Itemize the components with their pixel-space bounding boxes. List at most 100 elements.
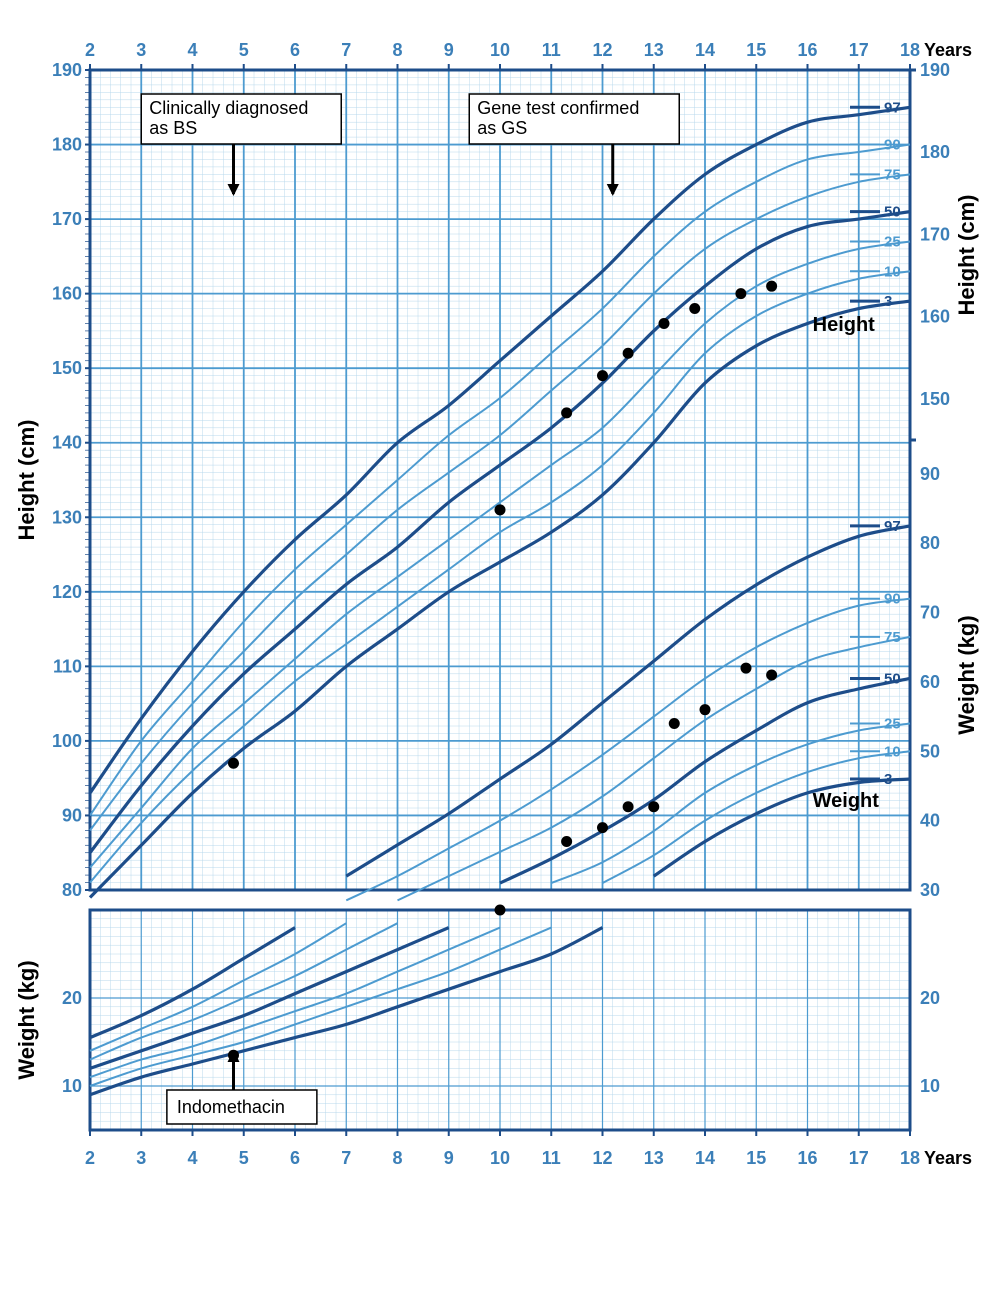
x-tick-bottom: 7	[341, 1148, 351, 1168]
gs-confirmed-text1: Gene test confirmed	[477, 98, 639, 118]
weight-tick-right: 90	[920, 464, 940, 484]
gs-confirmed-text2: as GS	[477, 118, 527, 138]
height-p25-label: 25	[884, 233, 901, 250]
height-data-point	[228, 758, 239, 769]
height-tick-right: 180	[920, 142, 950, 162]
weight-tick-right-lower: 10	[920, 1076, 940, 1096]
height-tick-left: 180	[52, 135, 82, 155]
weight-inline-label: Weight	[813, 790, 880, 812]
chart-svg: 3310102525505075759090979723456789101112…	[10, 10, 990, 1304]
weight-data-point	[597, 822, 608, 833]
weight-tick-right: 30	[920, 880, 940, 900]
x-tick-top: 5	[239, 40, 249, 60]
x-tick-bottom: 10	[490, 1148, 510, 1168]
x-tick-top: 14	[695, 40, 715, 60]
x-tick-top: 4	[187, 40, 197, 60]
height-data-point	[561, 407, 572, 418]
x-tick-top: 16	[797, 40, 817, 60]
axes: 23456789101112131415161718Years234567891…	[14, 40, 979, 1168]
weight-data-point	[648, 801, 659, 812]
x-tick-top: 12	[592, 40, 612, 60]
weight-tick-right: 80	[920, 533, 940, 553]
weight-tick-right: 40	[920, 811, 940, 831]
weight-data-point	[623, 801, 634, 812]
x-tick-bottom: 15	[746, 1148, 766, 1168]
height-data-point	[735, 288, 746, 299]
x-units-top: Years	[924, 40, 972, 60]
x-tick-bottom: 12	[592, 1148, 612, 1168]
x-tick-top: 3	[136, 40, 146, 60]
weight-tick-right: 60	[920, 672, 940, 692]
x-tick-bottom: 18	[900, 1148, 920, 1168]
height-p75-label: 75	[884, 166, 901, 183]
height-p10-label: 10	[884, 263, 901, 280]
growth-chart: 3310102525505075759090979723456789101112…	[10, 10, 990, 1304]
x-tick-bottom: 16	[797, 1148, 817, 1168]
height-tick-left: 160	[52, 284, 82, 304]
x-tick-bottom: 4	[187, 1148, 197, 1168]
x-tick-bottom: 8	[392, 1148, 402, 1168]
x-tick-top: 18	[900, 40, 920, 60]
height-tick-left: 120	[52, 582, 82, 602]
height-tick-left: 100	[52, 731, 82, 751]
x-tick-top: 7	[341, 40, 351, 60]
weight-p90-label: 90	[884, 591, 901, 608]
weight-tick-right: 50	[920, 741, 940, 761]
height-tick-right: 160	[920, 307, 950, 327]
height-p3-label: 3	[884, 293, 892, 310]
height-inline-label: Height	[813, 314, 876, 336]
height-tick-left: 130	[52, 507, 82, 527]
weight-tick-left: 10	[62, 1076, 82, 1096]
x-tick-top: 6	[290, 40, 300, 60]
x-tick-bottom: 11	[542, 1148, 561, 1168]
x-tick-bottom: 9	[444, 1148, 454, 1168]
indomethacin-text: Indomethacin	[177, 1097, 285, 1117]
height-p90-label: 90	[884, 137, 901, 154]
height-tick-right: 170	[920, 224, 950, 244]
height-tick-left: 190	[52, 60, 82, 80]
weight-p25-label: 25	[884, 716, 901, 733]
weight-tick-right-lower: 20	[920, 988, 940, 1008]
x-tick-top: 10	[490, 40, 510, 60]
weight-data-point	[766, 670, 777, 681]
height-data-point	[689, 303, 700, 314]
x-tick-top: 2	[85, 40, 95, 60]
x-tick-top: 13	[644, 40, 664, 60]
bs-diagnosis-text1: Clinically diagnosed	[149, 98, 308, 118]
height-tick-left: 90	[62, 805, 82, 825]
height-tick-left: 110	[53, 656, 82, 676]
height-data-point	[659, 318, 670, 329]
x-tick-top: 15	[746, 40, 766, 60]
height-tick-left: 80	[62, 880, 82, 900]
weight-tick-right: 70	[920, 603, 940, 623]
height-tick-left: 170	[52, 209, 82, 229]
x-tick-bottom: 5	[239, 1148, 249, 1168]
height-tick-left: 140	[52, 433, 82, 453]
height-axis-label-left: Height (cm)	[14, 420, 39, 541]
weight-p75-label: 75	[884, 629, 901, 646]
weight-axis-label-left: Weight (kg)	[14, 960, 39, 1079]
weight-p3-label: 3	[884, 771, 892, 788]
x-tick-top: 11	[542, 40, 561, 60]
weight-data-point	[561, 836, 572, 847]
x-tick-bottom: 3	[136, 1148, 146, 1168]
weight-data-point	[495, 905, 506, 916]
height-tick-right: 190	[920, 60, 950, 80]
height-data-point	[495, 504, 506, 515]
bs-diagnosis-text2: as BS	[149, 118, 197, 138]
x-units-bottom: Years	[924, 1148, 972, 1168]
height-data-point	[623, 348, 634, 359]
x-tick-bottom: 17	[849, 1148, 869, 1168]
weight-data-point	[669, 718, 680, 729]
annotations: Clinically diagnosedas BS Gene test confi…	[141, 94, 679, 1124]
height-data-point	[766, 281, 777, 292]
x-tick-top: 9	[444, 40, 454, 60]
height-axis-label-right: Height (cm)	[954, 195, 979, 316]
x-tick-top: 8	[392, 40, 402, 60]
height-p50-label: 50	[884, 204, 901, 221]
weight-tick-left: 20	[62, 988, 82, 1008]
height-tick-left: 150	[52, 358, 82, 378]
weight-p10-label: 10	[884, 743, 901, 760]
weight-data-point	[741, 663, 752, 674]
x-tick-bottom: 6	[290, 1148, 300, 1168]
